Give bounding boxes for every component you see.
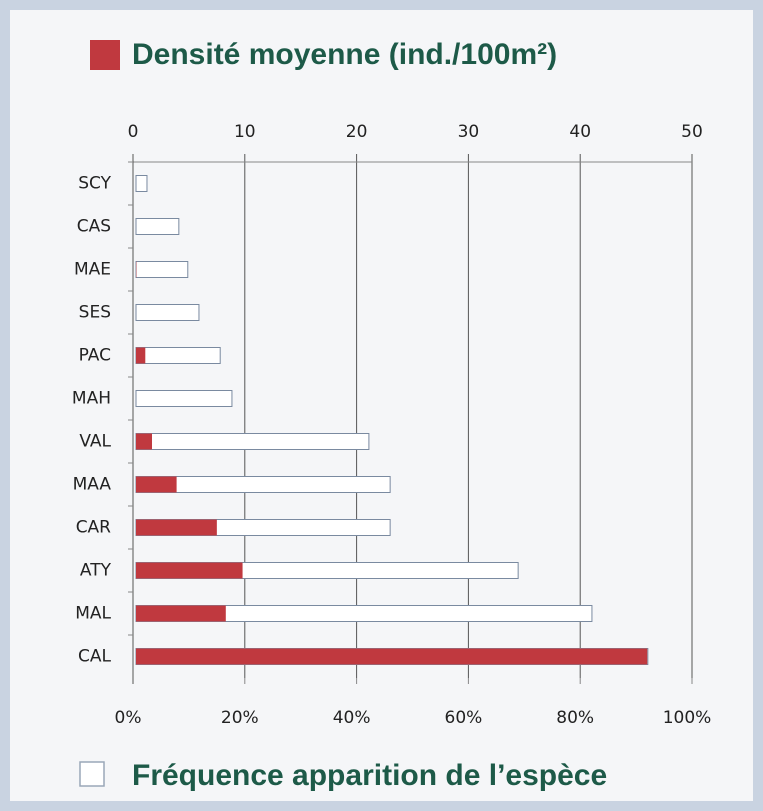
density-bar [136, 562, 243, 579]
legend-label: Fréquence apparition de l’espèce [132, 759, 607, 792]
frequency-bar [135, 218, 180, 235]
frequency-bar [135, 390, 233, 407]
x-tick-label: 40% [333, 708, 371, 728]
y-tick-label: VAL [79, 432, 111, 452]
density-bar [136, 519, 217, 536]
y-tick-label: MAE [74, 260, 111, 280]
x-tick-label: 100% [663, 708, 712, 728]
x-tick-label: 0% [115, 708, 142, 728]
x2-tick-label: 10 [234, 122, 256, 142]
x-tick-label: 80% [556, 708, 594, 728]
frequency-bar [135, 433, 370, 450]
density-bar [136, 476, 177, 493]
legend-swatch [90, 40, 120, 70]
frequency-bar [135, 175, 148, 192]
x2-tick-label: 40 [569, 122, 591, 142]
density-bar [136, 347, 146, 364]
frequency-bar [135, 304, 200, 321]
x2-tick-label: 20 [346, 122, 368, 142]
density-bar [136, 648, 648, 665]
legend-swatch [79, 761, 105, 787]
y-tick-label: MAH [72, 389, 111, 409]
y-tick-label: SCY [78, 174, 111, 194]
density-bar [136, 433, 153, 450]
y-tick-label: MAA [73, 475, 112, 495]
x-tick-label: 20% [221, 708, 259, 728]
x2-tick-label: 30 [458, 122, 480, 142]
y-tick-label: CAL [78, 647, 111, 667]
y-tick-label: CAR [76, 518, 111, 538]
y-tick-label: PAC [79, 346, 111, 366]
frequency-bar [135, 261, 189, 278]
density-bar [136, 605, 226, 622]
x-tick-label: 60% [445, 708, 483, 728]
y-tick-label: MAL [75, 604, 111, 624]
y-tick-label: CAS [77, 217, 111, 237]
panel [10, 10, 753, 801]
y-tick-label: SES [79, 303, 111, 323]
y-tick-label: ATY [80, 561, 112, 581]
x2-tick-label: 50 [681, 122, 703, 142]
frequency-bar [135, 347, 221, 364]
x2-tick-label: 0 [128, 122, 139, 142]
legend-label: Densité moyenne (ind./100m²) [132, 38, 557, 71]
